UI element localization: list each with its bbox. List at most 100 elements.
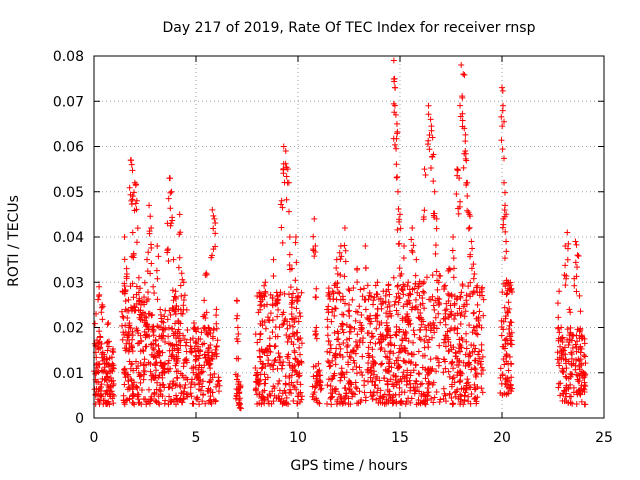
data-point [370,361,377,368]
data-point [454,369,461,376]
data-point [196,386,203,393]
data-point [104,339,111,346]
data-point [444,328,451,335]
data-point [235,386,242,393]
data-point [559,367,566,374]
data-point [174,375,181,382]
data-point [474,351,481,358]
data-point [133,239,140,246]
data-point [365,359,372,366]
data-point [393,145,400,152]
data-point [128,361,135,368]
data-point [293,305,300,312]
data-point [140,362,147,369]
data-point [372,282,379,289]
data-point [582,353,589,360]
data-point [105,343,112,350]
data-point [334,280,341,287]
data-point [423,326,430,333]
data-point [382,292,389,299]
data-point [471,365,478,372]
axis-ticks: 0 5 10 15 20 25 0 0.01 0.02 0.03 0.04 0.05 0.06 0.07 0… [53,49,613,446]
data-point [286,374,293,381]
data-point [505,279,512,286]
data-point [385,281,392,288]
data-point [446,390,453,397]
data-point [441,315,448,322]
data-point [165,357,172,364]
data-point [454,330,461,337]
data-point [182,342,189,349]
data-point [327,395,334,402]
data-point [359,325,366,332]
data-point [122,306,129,313]
data-point [400,369,407,376]
data-point [397,211,403,218]
data-point [465,398,472,405]
data-point [237,395,244,402]
data-point [560,347,567,354]
data-point [440,369,447,376]
data-point [427,327,434,334]
data-point [312,248,319,255]
data-point [254,339,261,346]
data-point [253,385,260,392]
data-point [354,309,361,316]
data-point [564,245,571,252]
data-point [173,396,180,403]
data-point [154,275,161,282]
data-point [290,290,297,297]
data-point [581,373,588,380]
data-point [133,300,140,307]
data-point [298,358,305,365]
data-point [463,338,470,345]
data-point [341,224,348,231]
data-point [465,283,472,290]
data-point [205,331,212,338]
data-point [120,397,127,404]
data-point [136,295,143,302]
data-point [324,358,331,365]
data-point [205,325,212,332]
data-point [317,386,324,393]
data-point [152,362,159,369]
data-point [463,297,470,304]
data-point [357,286,364,293]
data-point [195,374,202,381]
data-point [427,164,434,171]
data-point [405,292,412,299]
data-point [212,230,219,237]
data-point [167,175,174,182]
data-point [180,302,187,309]
data-point [201,340,208,347]
data-point [417,336,424,343]
data-point [256,289,263,296]
data-point [499,146,506,153]
data-point [473,284,480,291]
data-point [474,289,481,296]
data-point [257,330,264,337]
data-point [450,274,457,281]
data-point [265,397,272,404]
data-point [576,292,583,299]
data-point [295,318,302,325]
data-point [394,282,401,289]
data-point [414,289,421,296]
data-point [507,384,514,391]
data-point [292,277,299,284]
data-point [557,336,564,343]
data-point [104,381,111,388]
data-point [502,228,509,235]
data-point [410,339,417,346]
data-point [351,325,358,332]
data-point [137,311,144,318]
data-point [167,189,174,196]
data-point [284,166,291,173]
data-point [285,335,292,342]
data-point [450,255,457,262]
x-tick-label: 25 [595,430,613,446]
data-point [147,397,154,404]
data-point [357,337,364,344]
data-point [338,372,345,379]
data-point [267,362,274,369]
